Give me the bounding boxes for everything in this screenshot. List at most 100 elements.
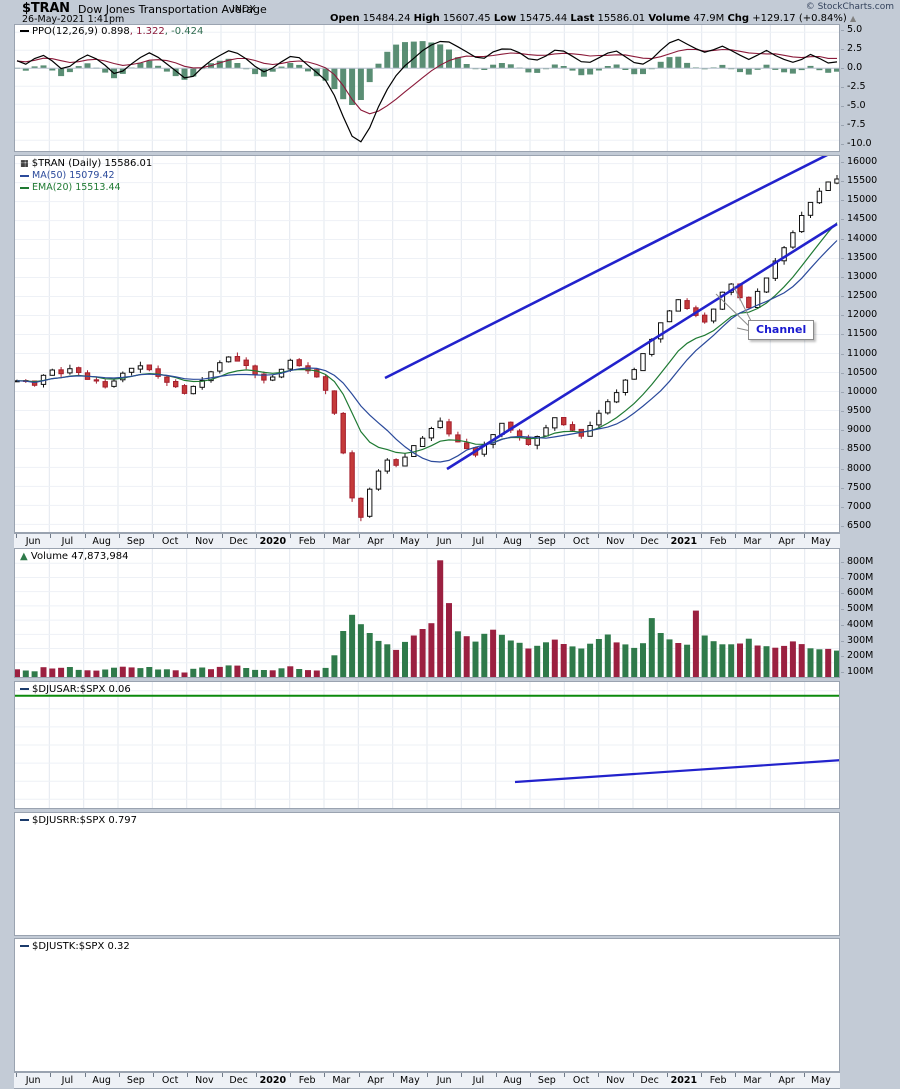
volume-legend-label: Volume 47,873,984 [30, 551, 129, 562]
y-tick-mark [841, 577, 844, 579]
price-legend-ma: MA(50) 15079.42 [20, 170, 115, 181]
ratio2-legend: $DJUSRR:$SPX 0.797 [20, 815, 137, 826]
x-tick-mark [187, 534, 189, 538]
x-tick-mark [598, 1073, 600, 1077]
y-tick-mark [841, 391, 844, 393]
x-tick-label: Aug [92, 536, 111, 547]
x-tick-label: Sep [537, 1075, 556, 1086]
x-tick-label: Apr [778, 536, 795, 547]
ratio2-legend-label: $DJUSRR:$SPX 0.797 [32, 815, 138, 826]
x-tick-mark [461, 1073, 463, 1077]
x-tick-mark [358, 534, 360, 538]
ppo-legend-label: PPO(12,26,9) [32, 26, 98, 37]
x-tick-label: Apr [778, 1075, 795, 1086]
y-tick-mark [841, 593, 844, 595]
y-tick-mark [841, 624, 844, 626]
x-tick-label: Jun [436, 536, 452, 547]
x-tick-mark [118, 1073, 120, 1077]
y-tick-mark [841, 238, 844, 240]
x-tick-label: Oct [572, 1075, 590, 1086]
ratio2-line-swatch [20, 819, 29, 821]
y-tick-label: 13500 [847, 251, 878, 263]
ratio2-panel [14, 812, 840, 936]
x-tick-label: Mar [743, 1075, 762, 1086]
y-tick-label: 800M [847, 556, 874, 567]
x-tick-mark [564, 534, 565, 538]
x-tick-mark [16, 1073, 17, 1077]
quote-datetime: 26-May-2021 1:41pm [22, 14, 125, 25]
y-tick-mark [841, 68, 844, 69]
y-tick-mark [841, 30, 844, 31]
y-tick-label: 2.5 [847, 43, 863, 54]
ratio3-panel [14, 938, 840, 1072]
x-tick-mark [564, 1073, 565, 1077]
x-tick-label: Jul [61, 1075, 74, 1086]
y-tick-mark [841, 125, 844, 126]
x-tick-mark [529, 1073, 531, 1077]
x-tick-mark [290, 534, 291, 538]
y-tick-label: 14000 [847, 232, 878, 244]
ppo-value: 0.898 [101, 26, 130, 37]
x-tick-label: Mar [743, 536, 762, 547]
ppo-hist-value: -0.424 [171, 26, 204, 37]
x-tick-mark [324, 534, 326, 538]
stockcharts-brand: © StockCharts.com [805, 2, 894, 12]
x-tick-mark [84, 534, 86, 538]
x-tick-mark [461, 534, 463, 538]
ppo-legend: PPO(12,26,9) 0.898, 1.322, -0.424 [20, 26, 203, 37]
y-tick-mark [841, 200, 844, 202]
x-tick-label: 2020 [259, 536, 287, 547]
x-tick-label: Oct [572, 536, 590, 547]
low-value: 15475.44 [519, 13, 568, 24]
x-tick-mark [666, 534, 668, 538]
quote-bar: Open 15484.24 High 15607.45 Low 15475.44… [330, 13, 856, 24]
ratio3-legend: $DJUSTK:$SPX 0.32 [20, 941, 130, 952]
x-tick-label: May [400, 536, 420, 547]
y-tick-label: -2.5 [847, 81, 866, 92]
ratio3-legend-label: $DJUSTK:$SPX 0.32 [32, 941, 130, 952]
x-tick-mark [769, 1073, 771, 1077]
ma-legend-label: MA(50) 15079.42 [32, 170, 115, 181]
index-name: Dow Jones Transportation Average [78, 3, 267, 16]
y-tick-mark [841, 315, 844, 317]
x-tick-mark [666, 1073, 668, 1077]
x-tick-label: Feb [298, 1075, 316, 1086]
x-tick-mark [598, 534, 600, 538]
x-tick-label: Jun [25, 536, 41, 547]
high-label: High [413, 13, 440, 24]
x-tick-label: May [811, 1075, 831, 1086]
ratio1-line-swatch [20, 688, 29, 690]
ratio1-legend-label: $DJUSAR:$SPX 0.06 [32, 684, 131, 695]
volume-panel [14, 548, 840, 678]
x-tick-label: Aug [92, 1075, 111, 1086]
x-tick-label: Nov [606, 536, 625, 547]
x-tick-mark [769, 534, 771, 538]
x-tick-mark [324, 1073, 326, 1077]
y-tick-label: 100M [847, 666, 874, 677]
y-tick-mark [841, 562, 844, 563]
x-tick-mark [735, 1073, 737, 1077]
open-label: Open [330, 13, 360, 24]
y-tick-label: 15500 [847, 175, 878, 187]
x-tick-mark [221, 1073, 223, 1077]
y-tick-mark [841, 506, 844, 508]
y-tick-mark [841, 87, 844, 88]
channel-annotation: Channel [748, 320, 815, 340]
y-tick-mark [841, 672, 844, 673]
x-tick-mark [495, 1073, 497, 1077]
y-tick-label: 10500 [847, 366, 878, 378]
x-tick-mark [221, 534, 223, 538]
x-tick-mark [118, 534, 120, 538]
x-tick-label: Sep [537, 536, 556, 547]
y-tick-label: 10000 [847, 385, 878, 397]
x-tick-label: Feb [709, 536, 727, 547]
x-tick-mark [392, 1073, 394, 1077]
x-tick-label: 2021 [670, 536, 698, 547]
y-tick-label: 400M [847, 618, 874, 630]
exchange-label: INDX [232, 4, 256, 15]
x-tick-mark [255, 534, 257, 538]
x-tick-mark [16, 534, 17, 538]
x-tick-mark [632, 1073, 634, 1077]
open-value: 15484.24 [362, 13, 411, 24]
y-tick-label: 11000 [847, 347, 878, 359]
